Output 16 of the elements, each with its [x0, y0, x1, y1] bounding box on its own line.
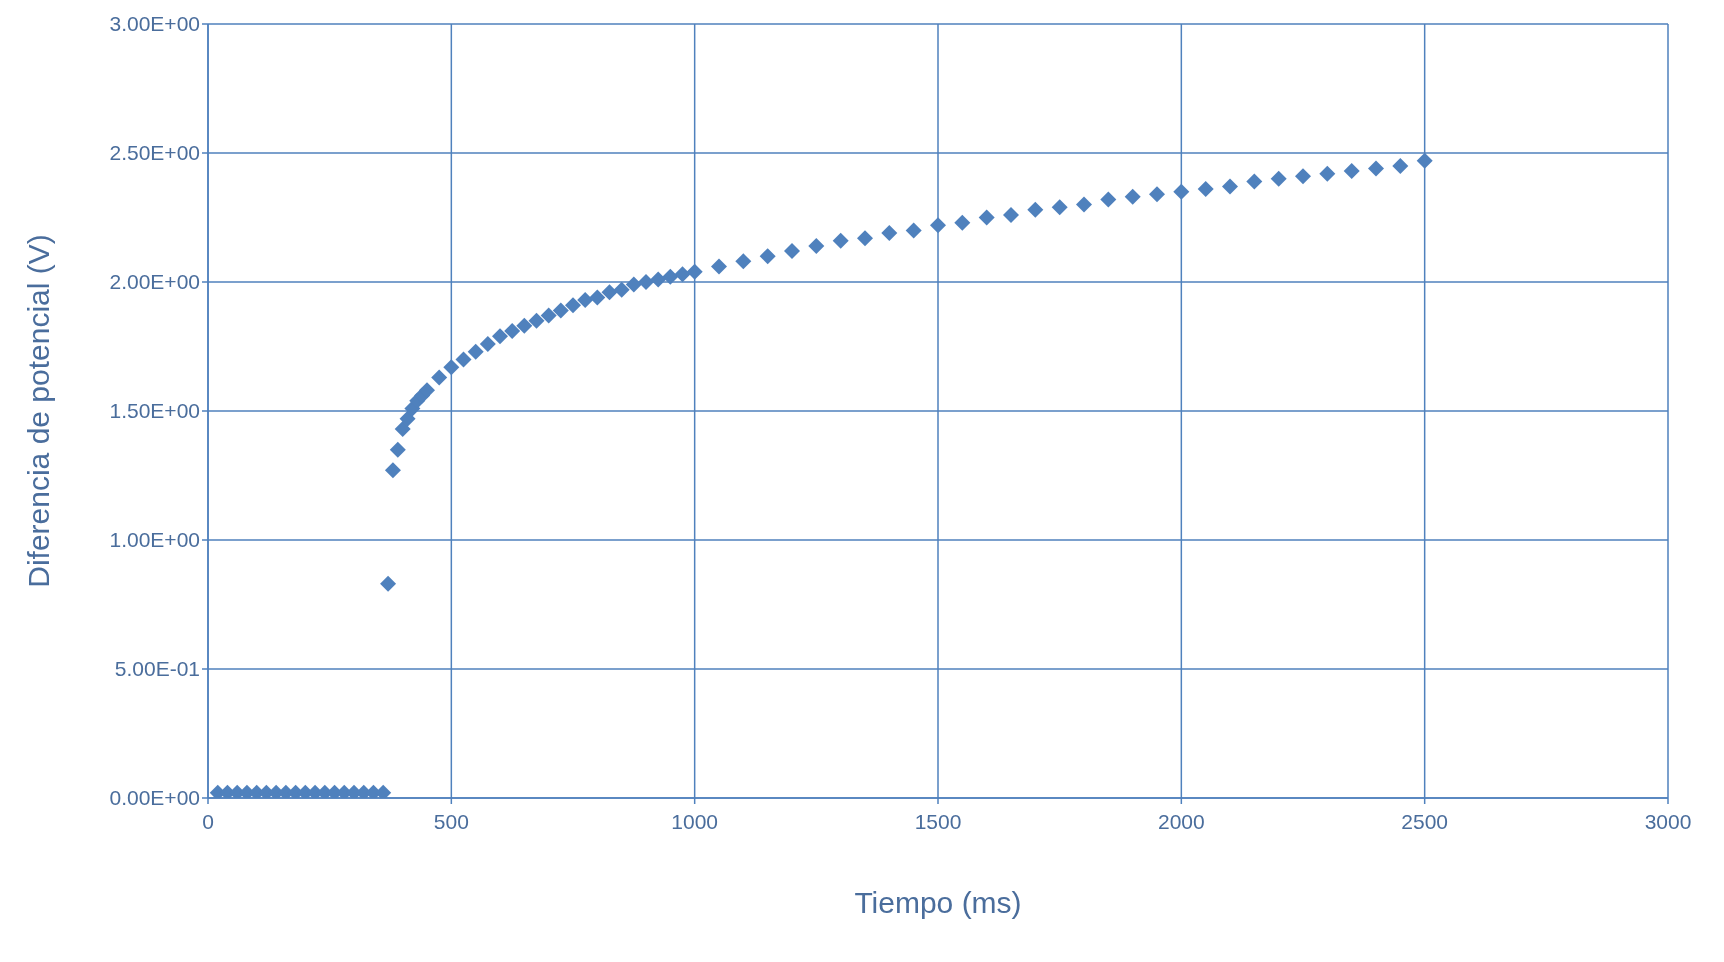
y-tick-label: 2.00E+00: [109, 270, 200, 294]
x-tick-label: 500: [433, 809, 469, 833]
x-tick-label: 1000: [671, 809, 719, 833]
x-tick-label: 2500: [1401, 809, 1449, 833]
y-tick-label: 1.50E+00: [109, 399, 200, 423]
y-tick-label: 1.00E+00: [109, 528, 200, 552]
x-tick-label: 1500: [914, 809, 962, 833]
y-tick-label: 0.00E+00: [109, 786, 200, 810]
y-tick-label: 3.00E+00: [109, 12, 200, 36]
y-axis-title: Diferencia de potencial (V): [21, 234, 55, 588]
x-tick-label: 2000: [1157, 809, 1205, 833]
x-tick-label: 3000: [1644, 809, 1692, 833]
y-tick-label: 2.50E+00: [109, 141, 200, 165]
y-tick-label: 5.00E-01: [114, 657, 200, 681]
x-axis-title: Tiempo (ms): [854, 886, 1022, 919]
x-tick-label: 0: [202, 809, 214, 833]
